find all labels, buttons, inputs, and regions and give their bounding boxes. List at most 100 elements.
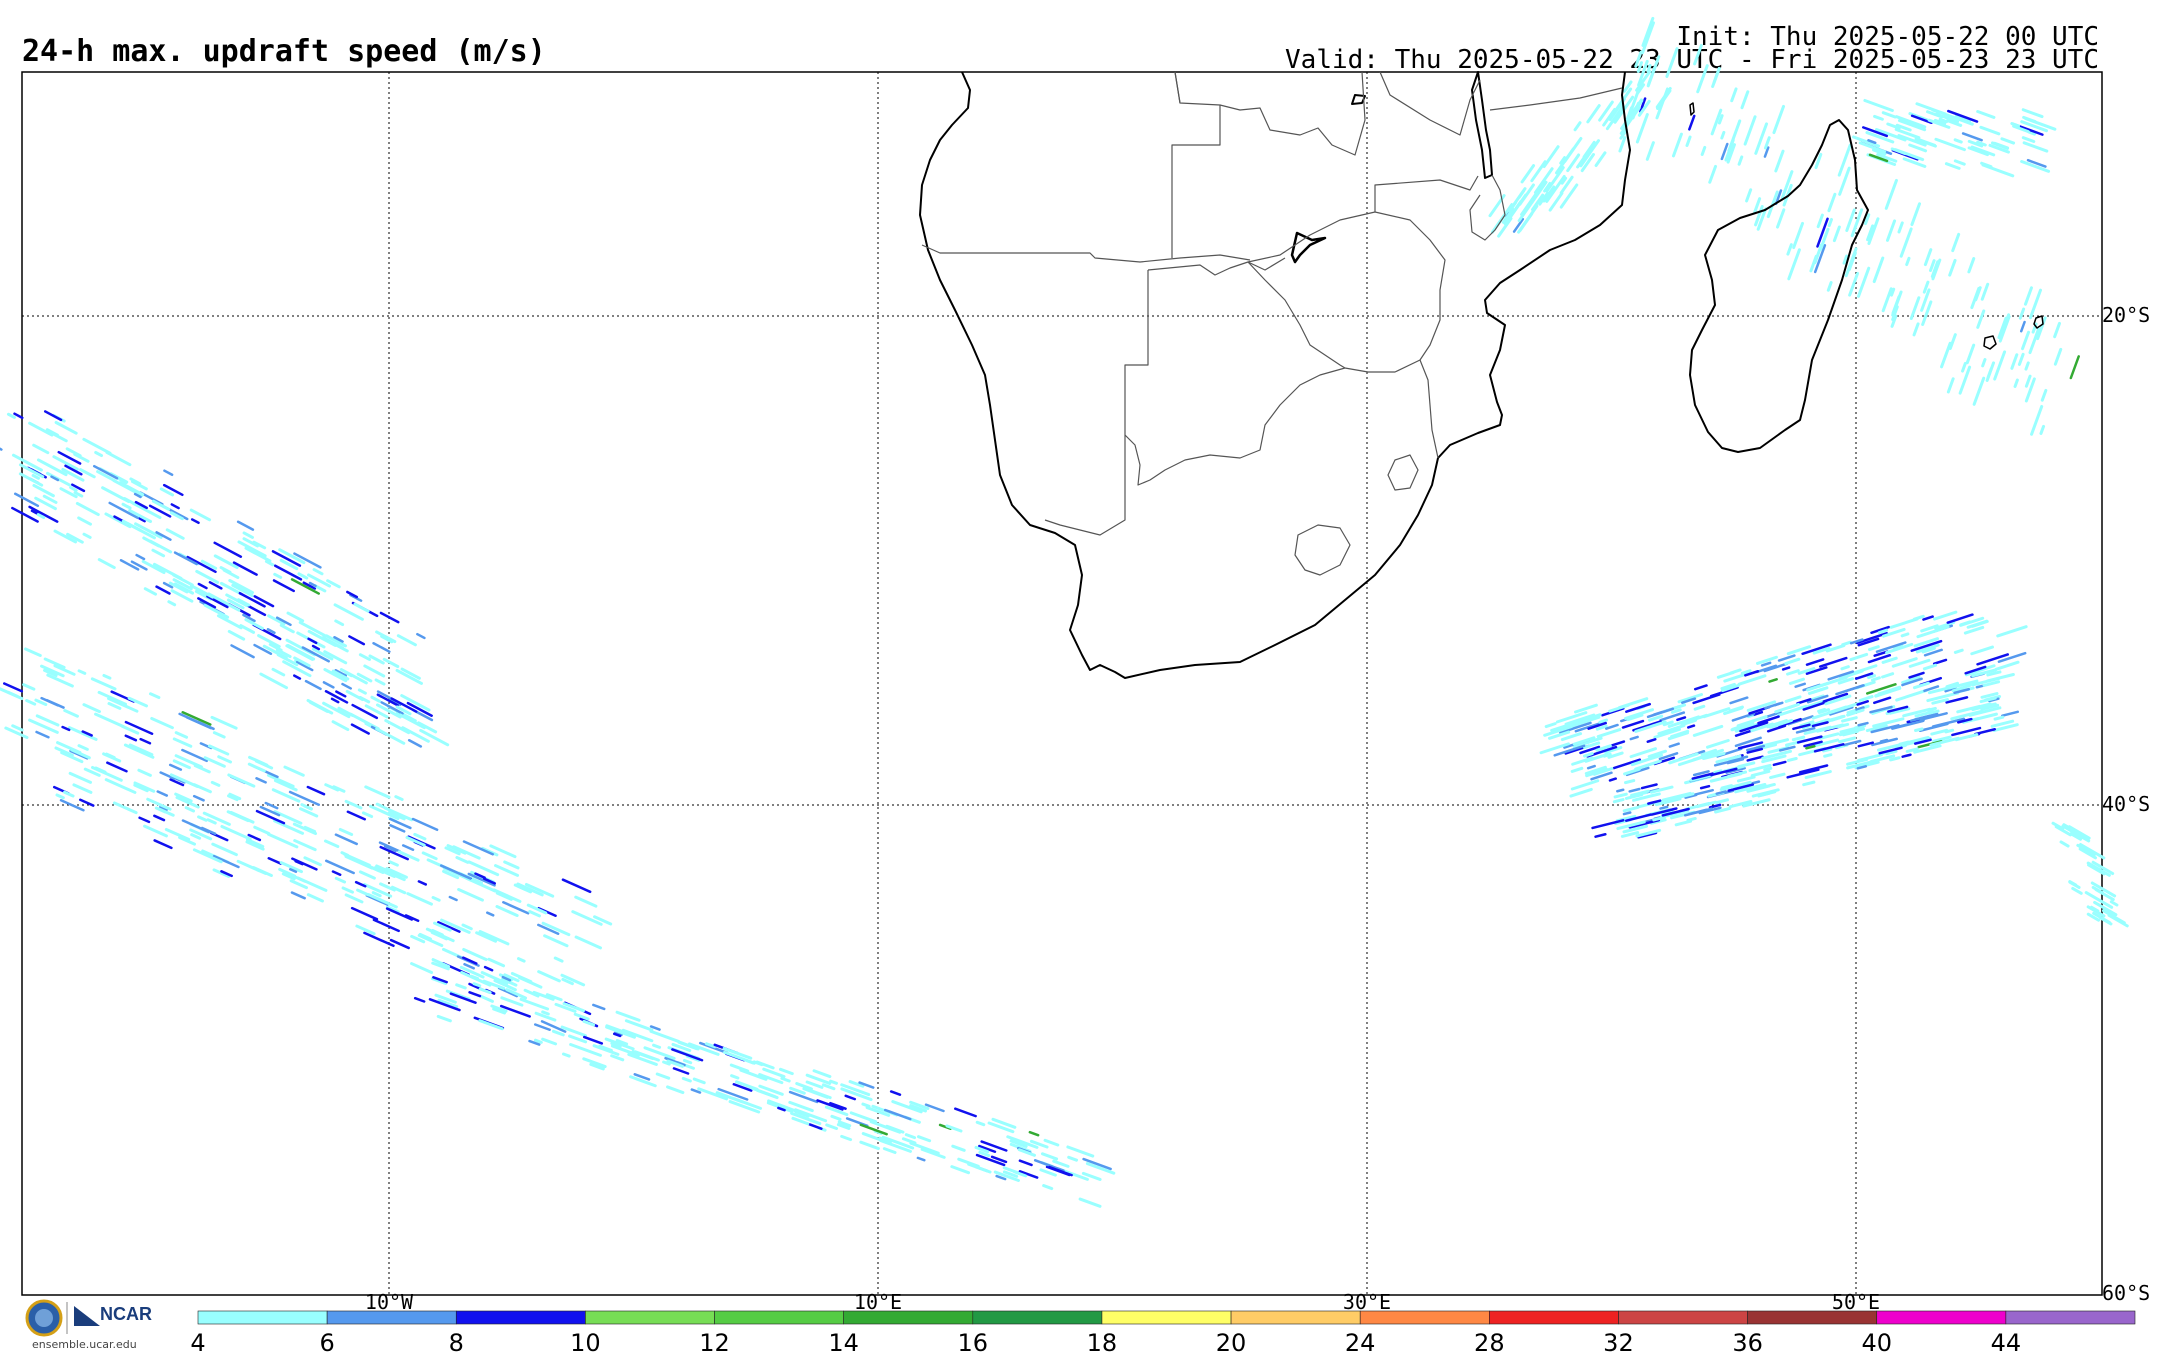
- updraft-streak: [1542, 145, 1560, 169]
- updraft-streak: [697, 1087, 729, 1101]
- updraft-streak: [909, 1104, 927, 1113]
- updraft-streak: [138, 517, 146, 523]
- updraft-streak: [1559, 183, 1579, 209]
- botswana-southafrica-border: [1124, 367, 1346, 486]
- colorbar-swatch: [455, 1310, 586, 1325]
- updraft-streak: [1579, 745, 1601, 755]
- updraft-streak: [666, 1059, 684, 1068]
- updraft-streak: [1857, 637, 1880, 647]
- updraft-streak: [1650, 807, 1678, 816]
- updraft-streak: [2001, 710, 2020, 717]
- updraft-streak: [1784, 695, 1802, 703]
- updraft-streak: [94, 451, 104, 458]
- updraft-streak: [119, 559, 140, 571]
- updraft-streak: [227, 794, 239, 802]
- updraft-streak: [13, 412, 24, 420]
- updraft-streak: [174, 731, 189, 739]
- updraft-streak: [1714, 806, 1732, 814]
- updraft-streak: [1629, 747, 1657, 759]
- updraft-streak: [1915, 643, 1940, 654]
- updraft-streak: [1981, 358, 1987, 368]
- zambia-malawi-border: [1374, 175, 1479, 212]
- updraft-streak: [1659, 805, 1669, 810]
- updraft-streak: [1635, 70, 1652, 92]
- updraft-streak: [1895, 688, 1929, 702]
- updraft-streak: [200, 559, 218, 570]
- lesotho: [1294, 524, 1351, 576]
- updraft-streak: [1994, 660, 2020, 671]
- updraft-streak: [1902, 157, 1927, 168]
- updraft-streak: [1841, 640, 1852, 647]
- updraft-streak: [1763, 136, 1771, 150]
- updraft-streak: [788, 1090, 819, 1104]
- updraft-streak: [1801, 643, 1832, 656]
- updraft-streak: [987, 1121, 1015, 1134]
- updraft-streak: [181, 819, 211, 834]
- updraft-streak: [213, 541, 243, 558]
- updraft-streak: [805, 1073, 832, 1085]
- updraft-streak: [2093, 900, 2118, 917]
- updraft-streak: [503, 973, 520, 983]
- updraft-streak: [490, 1004, 508, 1013]
- updraft-streak: [367, 893, 398, 909]
- updraft-streak: [448, 895, 458, 902]
- updraft-streak: [1869, 705, 1893, 714]
- updraft-streak: [1893, 148, 1925, 162]
- colorbar-swatch: [585, 1310, 715, 1325]
- updraft-streak: [1766, 719, 1789, 729]
- updraft-streak: [293, 839, 317, 852]
- updraft-streak: [155, 531, 172, 541]
- updraft-streak: [413, 996, 426, 1003]
- updraft-streak: [804, 1087, 832, 1100]
- updraft-streak: [418, 932, 432, 941]
- updraft-streak: [1632, 792, 1661, 802]
- updraft-streak: [1877, 743, 1901, 752]
- updraft-streak: [273, 810, 303, 825]
- updraft-streak: [55, 793, 65, 800]
- updraft-streak: [290, 578, 320, 595]
- updraft-streak: [1796, 735, 1823, 744]
- updraft-streak: [271, 550, 302, 567]
- updraft-streak: [882, 1147, 897, 1155]
- updraft-streak: [1052, 1159, 1070, 1168]
- updraft-streak: [356, 888, 370, 897]
- updraft-streak: [1854, 724, 1867, 730]
- updraft-streak: [245, 838, 265, 849]
- updraft-streak: [59, 487, 78, 499]
- updraft-streak: [298, 620, 328, 638]
- updraft-streak: [554, 1002, 577, 1013]
- updraft-streak: [672, 1067, 690, 1075]
- updraft-streak: [808, 1123, 823, 1130]
- updraft-streak: [1746, 744, 1766, 752]
- updraft-streak: [729, 1063, 750, 1073]
- updraft-streak: [1692, 724, 1724, 737]
- updraft-streak: [1964, 664, 1996, 677]
- updraft-streak: [1976, 309, 1986, 329]
- updraft-streak: [1727, 783, 1755, 792]
- updraft-streak: [178, 835, 196, 846]
- updraft-streak: [1881, 656, 1898, 664]
- updraft-streak: [1792, 723, 1811, 731]
- updraft-streak: [1692, 693, 1721, 705]
- updraft-streak: [129, 477, 142, 486]
- updraft-streak: [61, 725, 71, 732]
- updraft-streak: [239, 624, 256, 634]
- updraft-streak: [2028, 327, 2040, 355]
- updraft-streak: [1858, 695, 1874, 702]
- updraft-streak: [1736, 715, 1768, 728]
- updraft-streak: [1836, 722, 1850, 729]
- lake-kariba: [1290, 231, 1327, 264]
- updraft-streak: [1695, 800, 1717, 809]
- updraft-streak: [1720, 142, 1729, 161]
- updraft-streak: [242, 537, 260, 548]
- updraft-streak: [36, 458, 68, 477]
- updraft-streak: [349, 593, 363, 602]
- updraft-streak: [82, 532, 92, 539]
- updraft-streak: [40, 664, 65, 678]
- updraft-streak: [364, 704, 389, 719]
- updraft-streak: [79, 468, 96, 479]
- updraft-streak: [573, 1012, 590, 1021]
- updraft-streak: [335, 690, 347, 698]
- updraft-streak: [723, 1050, 756, 1065]
- updraft-streak: [1520, 164, 1536, 184]
